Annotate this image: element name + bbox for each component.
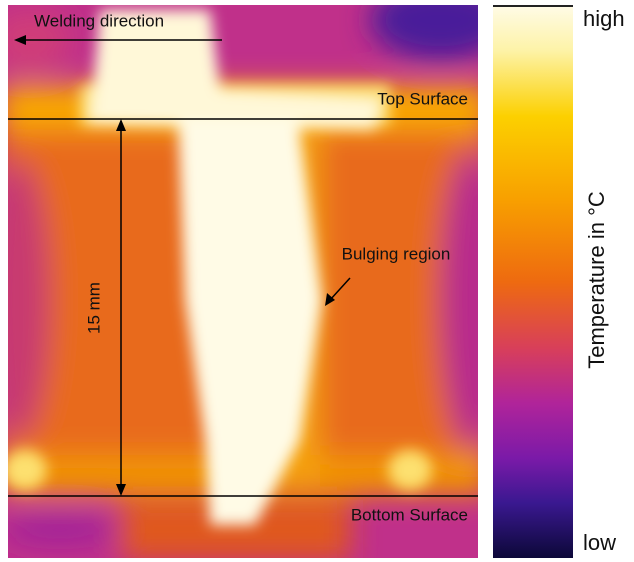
colorbar-label: Temperature in °C [584, 191, 609, 369]
colorbar-high: high [583, 6, 625, 31]
bottom-surface-label: Bottom Surface [351, 505, 468, 524]
figure: Welding direction Top Surface Bottom Sur… [0, 0, 634, 562]
top-surface-label: Top Surface [377, 89, 468, 108]
colorbar: high low Temperature in °C [493, 6, 625, 558]
colorbar-gradient [493, 6, 573, 558]
page: {"image": {"annotations": {"welding_dire… [0, 0, 634, 562]
bulging-region-label: Bulging region [342, 244, 451, 263]
welding-direction-label: Welding direction [34, 11, 164, 30]
thermal-image [0, 0, 510, 560]
thickness-label: 15 mm [84, 282, 103, 334]
colorbar-low: low [583, 530, 616, 555]
